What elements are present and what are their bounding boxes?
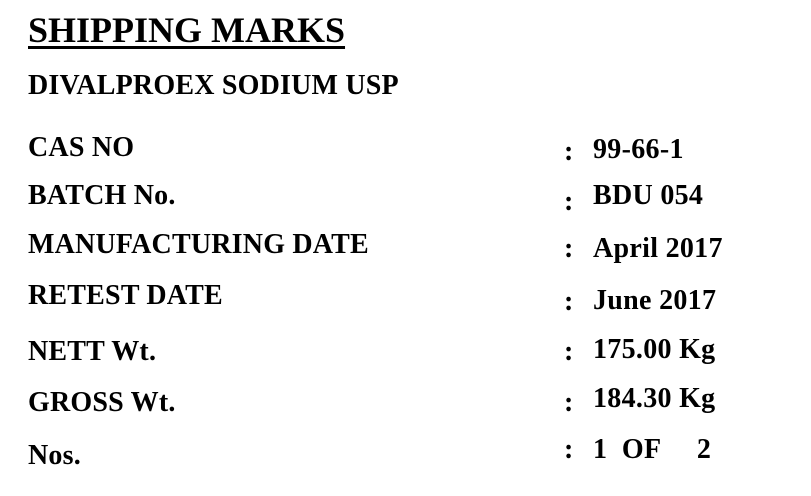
field-value: BDU 054 xyxy=(593,180,704,211)
field-row-retest-date: RETEST DATE : June 2017 xyxy=(0,278,811,318)
field-row-nett-wt: NETT Wt. : 175.00 Kg xyxy=(0,334,811,374)
field-row-manufacturing-date: MANUFACTURING DATE : April 2017 xyxy=(0,227,811,267)
product-name: DIVALPROEX SODIUM USP xyxy=(28,70,399,101)
field-row-nos: Nos. : 1 OF 2 xyxy=(0,434,811,478)
field-colon: : xyxy=(564,434,574,465)
field-row-gross-wt: GROSS Wt. : 184.30 Kg xyxy=(0,383,811,425)
field-value: 99-66-1 xyxy=(593,134,684,165)
field-value: 175.00 Kg xyxy=(593,334,716,365)
field-label: RETEST DATE xyxy=(28,280,223,311)
field-colon: : xyxy=(564,186,574,217)
field-label: NETT Wt. xyxy=(28,336,157,367)
field-row-batch-no: BATCH No. : BDU 054 xyxy=(0,178,811,218)
field-colon: : xyxy=(564,387,574,418)
field-value: June 2017 xyxy=(593,285,717,316)
field-colon: : xyxy=(564,233,574,264)
field-colon: : xyxy=(564,136,574,167)
field-colon: : xyxy=(564,286,574,317)
document-title: SHIPPING MARKS xyxy=(28,10,346,50)
field-label: BATCH No. xyxy=(28,180,176,211)
field-value: April 2017 xyxy=(593,233,723,264)
field-value: 184.30 Kg xyxy=(593,383,716,414)
field-label: MANUFACTURING DATE xyxy=(28,229,369,260)
field-row-cas-no: CAS NO : 99-66-1 xyxy=(0,130,811,170)
field-label: CAS NO xyxy=(28,132,135,163)
field-value: 1 OF 2 xyxy=(593,434,712,465)
field-label: Nos. xyxy=(28,440,81,471)
field-label: GROSS Wt. xyxy=(28,387,176,418)
field-colon: : xyxy=(564,336,574,367)
